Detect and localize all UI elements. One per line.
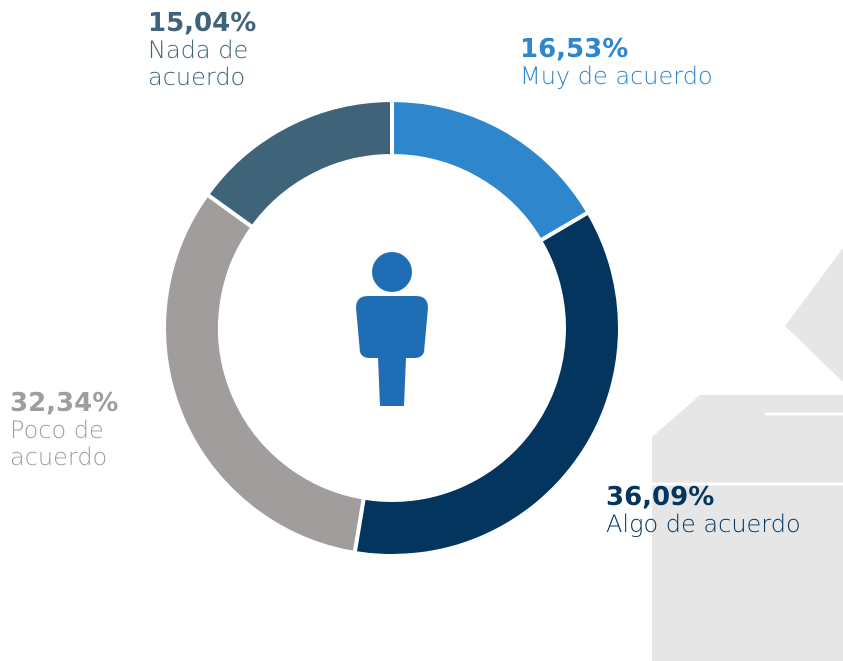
donut-segment	[390, 97, 592, 244]
person-head	[372, 252, 412, 292]
person-icon	[356, 252, 428, 406]
box-body	[652, 437, 843, 661]
segment-label: 36,09% Algo de acuerdo	[606, 484, 843, 538]
segment-label: 32,34% Poco de acuerdo	[10, 390, 140, 471]
category-label: Muy de acuerdo	[520, 62, 713, 90]
value-label: 16,53%	[520, 34, 629, 64]
category-label: Nada de acuerdo	[148, 36, 249, 91]
value-label: 32,34%	[10, 388, 119, 418]
ballot-paper	[785, 248, 843, 382]
box-lid	[652, 395, 843, 437]
person-body	[356, 296, 428, 406]
donut-segment	[352, 209, 622, 558]
ballot-box-decoration	[652, 248, 843, 661]
category-label: Poco de acuerdo	[10, 416, 108, 471]
donut	[162, 97, 622, 558]
donut-segment	[204, 97, 394, 231]
segment-label: 16,53% Muy de acuerdo	[520, 36, 780, 90]
segment-label: 15,04% Nada de acuerdo	[148, 10, 278, 91]
value-label: 36,09%	[606, 482, 715, 512]
value-label: 15,04%	[148, 8, 257, 38]
donut-segment	[162, 191, 367, 556]
category-label: Algo de acuerdo	[606, 510, 801, 538]
